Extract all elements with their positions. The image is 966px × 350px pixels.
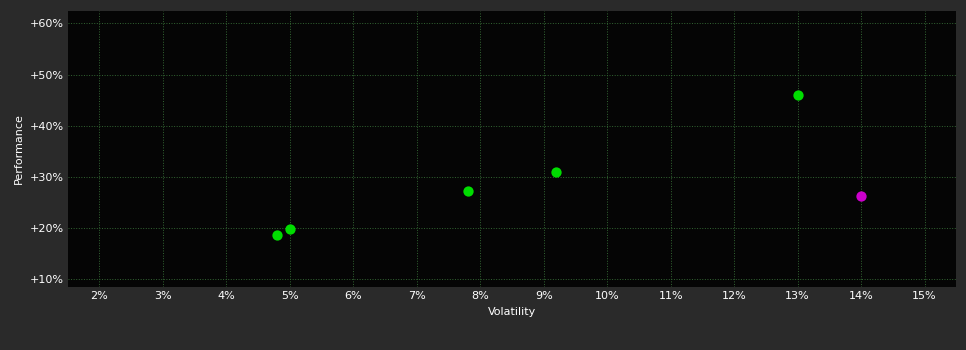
Point xyxy=(282,226,298,232)
Point xyxy=(270,232,285,238)
Point xyxy=(853,193,868,199)
Point xyxy=(460,188,475,194)
Y-axis label: Performance: Performance xyxy=(14,113,24,184)
Point xyxy=(790,93,806,98)
X-axis label: Volatility: Volatility xyxy=(488,307,536,317)
Point xyxy=(549,169,564,175)
